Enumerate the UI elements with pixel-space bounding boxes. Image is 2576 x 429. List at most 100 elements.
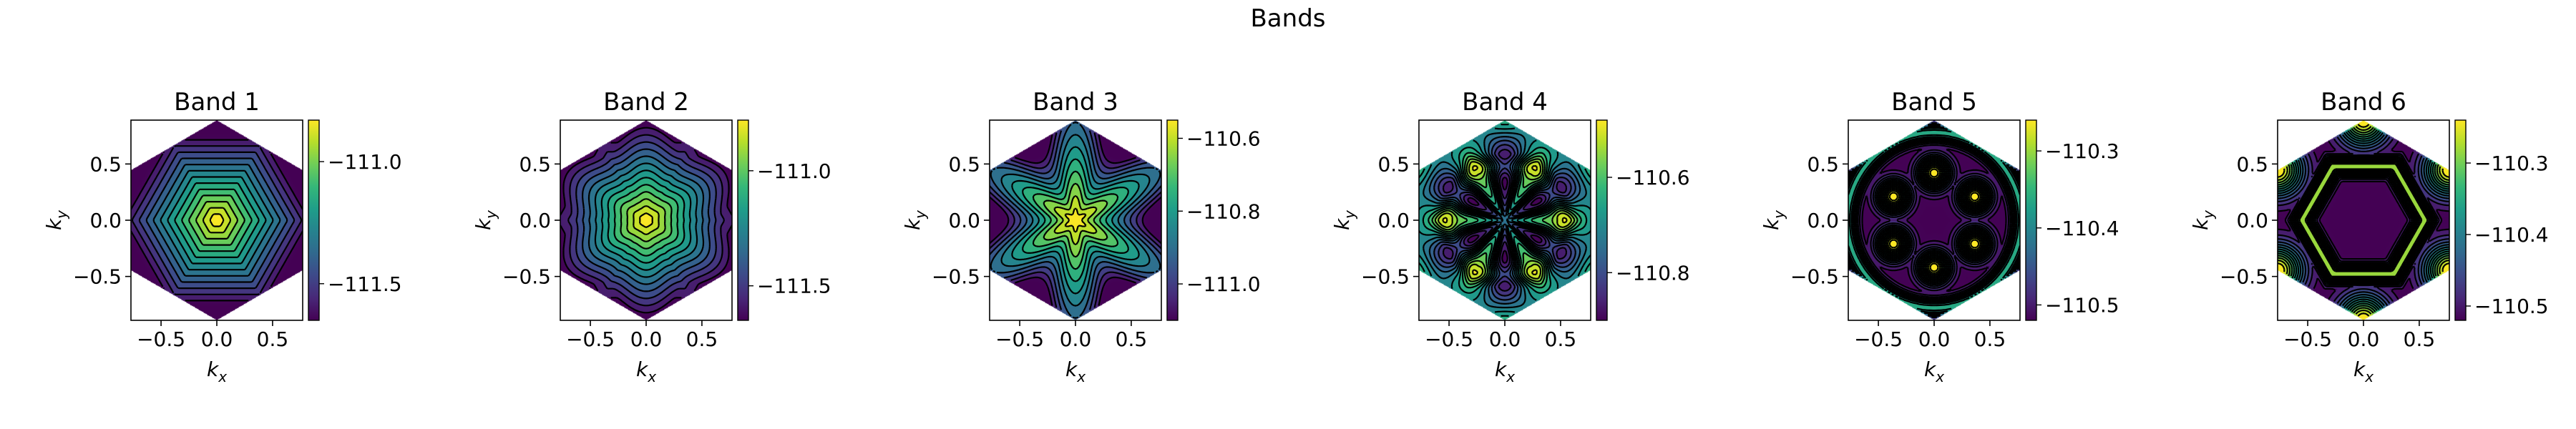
- contour-line: [188, 194, 245, 246]
- contour-lines: [1419, 123, 1591, 317]
- contour-line: [587, 155, 705, 285]
- contour-line: [203, 207, 231, 234]
- x-tick-label: 0.0: [201, 327, 233, 351]
- y-tick-label: 0.0: [1807, 209, 1839, 232]
- contour-line: [145, 157, 288, 283]
- figure-title: Bands: [1250, 4, 1326, 33]
- contour-line: [2278, 124, 2449, 317]
- contour-line: [209, 213, 225, 227]
- contour-lines: [131, 139, 303, 302]
- colorbar-tick-label: −110.8: [1186, 199, 1261, 223]
- contour-line: [1848, 126, 2020, 315]
- band-heatmap: [131, 120, 303, 320]
- colorbar-tick-label: −111.5: [328, 272, 402, 296]
- panel-title: Band 6: [2321, 88, 2406, 117]
- contour-line: [2278, 140, 2449, 300]
- colorbar-tick-label: −110.3: [2474, 152, 2549, 175]
- contour-line: [1884, 164, 1984, 277]
- band-panel-5: −0.5 0.0 0.5 −0.5 0.0 0.5 Band 5 kx ky −110.3 −110…: [1760, 88, 2119, 385]
- band-panel-4: −0.5 0.0 0.5 −0.5 0.0 0.5 Band 4 kx ky −110.6 −110…: [1330, 88, 1690, 385]
- contour-line: [567, 134, 725, 307]
- contour-line: [1442, 149, 1568, 292]
- x-tick-label: −0.5: [566, 327, 615, 351]
- contour-line: [152, 164, 281, 277]
- x-tick-label: −0.5: [1854, 327, 1903, 351]
- contour-line: [131, 139, 303, 302]
- contour-lines: [1848, 122, 2020, 318]
- y-axis-label: ky: [1330, 209, 1358, 230]
- y-tick-label: 0.0: [1377, 209, 1410, 232]
- colorbar: [308, 119, 320, 321]
- y-tick-label: 0.0: [2236, 209, 2268, 232]
- contour-line: [174, 182, 260, 258]
- contour-line: [1428, 136, 1581, 305]
- y-axis-label: ky: [1760, 209, 1787, 230]
- y-tick-label: −0.5: [2220, 265, 2268, 289]
- x-tick-label: −0.5: [2283, 327, 2332, 351]
- contour-line: [990, 132, 1161, 308]
- x-tick-label: 0.5: [2404, 327, 2436, 351]
- x-axis-label: kx: [1065, 358, 1085, 385]
- colorbar-tick-label: −111.0: [757, 159, 831, 183]
- colorbar-tick-label: −110.4: [2045, 217, 2119, 240]
- y-tick-label: 0.0: [948, 209, 980, 232]
- y-tick-label: 0.5: [1807, 152, 1839, 176]
- band-panel-3: −0.5 0.0 0.5 −0.5 0.0 0.5 Band 3 kx ky −110.6 −110…: [901, 88, 1261, 385]
- contour-line: [2278, 138, 2449, 302]
- contour-line: [181, 188, 253, 252]
- y-tick-label: −0.5: [1790, 265, 1839, 289]
- y-tick-label: −0.5: [502, 265, 551, 289]
- y-tick-label: 0.5: [519, 152, 551, 176]
- panel-title: Band 3: [1033, 88, 1118, 117]
- colorbar: [2025, 119, 2037, 321]
- contour-line: [2278, 132, 2449, 309]
- x-axis-label: kx: [1924, 358, 1944, 385]
- contour-line: [1423, 132, 1587, 309]
- x-tick-label: −0.5: [995, 327, 1044, 351]
- colorbar: [1596, 119, 1608, 321]
- contour-line: [600, 169, 692, 271]
- contour-line: [160, 169, 274, 271]
- x-axis-label: kx: [2353, 358, 2373, 385]
- colorbar-tick-label: −110.6: [1186, 127, 1261, 150]
- contour-line: [1882, 161, 1986, 280]
- y-tick-label: −0.5: [1361, 265, 1410, 289]
- contour-line: [990, 130, 1161, 310]
- contour-line: [1053, 195, 1098, 245]
- contour-line: [1885, 164, 1983, 276]
- contour-line: [613, 184, 679, 257]
- contour-line: [582, 148, 711, 292]
- contour-line: [1433, 139, 1576, 301]
- contour-line: [195, 201, 238, 240]
- contour-line: [1438, 161, 1572, 280]
- colorbar-tick-label: −110.5: [2474, 295, 2549, 318]
- contour-line: [1883, 162, 1986, 278]
- x-axis-label: kx: [207, 358, 227, 385]
- x-tick-label: 0.0: [1060, 327, 1092, 351]
- contour-line: [2278, 136, 2449, 305]
- contour-line: [1438, 144, 1572, 297]
- colorbar-tick-label: −110.4: [2474, 223, 2549, 247]
- x-tick-label: 0.5: [257, 327, 289, 351]
- x-tick-label: 0.5: [1974, 327, 2006, 351]
- contour-line: [2278, 128, 2449, 312]
- x-tick-label: 0.5: [1116, 327, 1148, 351]
- contour-line: [990, 134, 1161, 306]
- y-tick-label: −0.5: [932, 265, 980, 289]
- contour-line: [1888, 168, 1980, 272]
- y-axis-label: ky: [42, 209, 70, 230]
- x-tick-label: 0.0: [630, 327, 663, 351]
- contour-line: [2278, 126, 2449, 315]
- contour-line: [1011, 146, 1140, 295]
- contour-line: [639, 212, 653, 228]
- band-heatmap: [2278, 120, 2449, 320]
- band-panel-2: −0.5 0.0 0.5 −0.5 0.0 0.5 Band 2 kx ky −111.0 −111…: [472, 88, 831, 385]
- x-axis-label: kx: [636, 358, 656, 385]
- contour-line: [1032, 170, 1119, 270]
- panel-title: Band 2: [603, 88, 689, 117]
- band-panel-6: −0.5 0.0 0.5 −0.5 0.0 0.5 Band 6 kx ky −110.3 −110…: [2189, 88, 2549, 385]
- contour-line: [620, 191, 673, 250]
- colorbar-tick-label: −110.5: [2045, 293, 2119, 317]
- contour-line: [1442, 164, 1568, 276]
